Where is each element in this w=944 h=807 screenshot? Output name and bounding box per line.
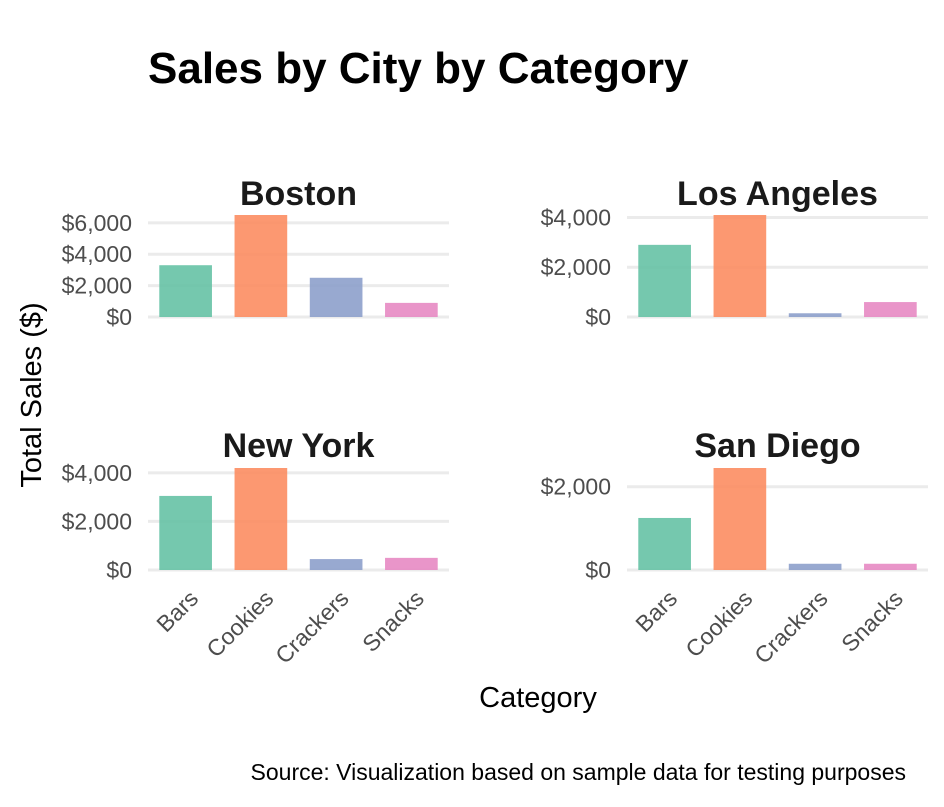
y-tick-label: $6,000: [62, 210, 132, 236]
facet-title: Los Angeles: [677, 175, 878, 213]
y-tick-label: $0: [106, 304, 132, 330]
bar-san-diego-snacks: [864, 563, 917, 570]
bar-boston-snacks: [385, 302, 438, 317]
bar-san-diego-cookies: [713, 468, 767, 570]
y-tick-label: $2,000: [62, 273, 132, 299]
bar-los-angeles-cookies: [713, 215, 767, 317]
x-tick-label: Bars: [630, 585, 682, 637]
bar-los-angeles-snacks: [864, 302, 917, 317]
facet-panel-new-york: New York $0 $2,000 $4,000 BarsCookiesCracker…: [62, 427, 449, 669]
x-tick-label: Snacks: [357, 585, 429, 657]
bar-boston-bars: [159, 265, 212, 317]
facet-panel-boston: Boston $0 $2,000 $4,000 $6,000: [62, 175, 449, 330]
facet-panel-los-angeles: Los Angeles $0 $2,000 $4,000: [541, 175, 928, 330]
y-tick-label: $0: [585, 557, 611, 583]
chart-caption: Source: Visualization based on sample da…: [251, 759, 906, 785]
facet-title: Boston: [240, 175, 357, 213]
chart-title: Sales by City by Category: [148, 44, 689, 93]
y-tick-label: $2,000: [541, 474, 611, 500]
x-tick-label: Snacks: [836, 585, 908, 657]
y-axis-label: Total Sales ($): [16, 302, 48, 487]
bar-san-diego-crackers: [788, 563, 842, 570]
y-tick-label: $4,000: [541, 204, 611, 230]
bar-boston-crackers: [309, 277, 363, 317]
x-tick-label: Cookies: [201, 585, 278, 662]
x-tick-label: Crackers: [749, 585, 832, 668]
bar-san-diego-bars: [638, 517, 691, 570]
x-axis-label: Category: [479, 682, 597, 714]
y-tick-label: $2,000: [541, 254, 611, 280]
y-tick-label: $4,000: [62, 460, 132, 486]
bar-new-york-crackers: [309, 559, 363, 570]
x-tick-label: Crackers: [270, 585, 353, 668]
y-tick-label: $2,000: [62, 508, 132, 534]
bar-los-angeles-crackers: [788, 313, 842, 317]
y-tick-label: $4,000: [62, 241, 132, 267]
bar-new-york-snacks: [385, 557, 438, 570]
facet-title: New York: [223, 427, 375, 465]
facet-title: San Diego: [694, 427, 860, 465]
y-tick-label: $0: [106, 557, 132, 583]
bar-new-york-cookies: [234, 468, 288, 570]
x-tick-label: Cookies: [680, 585, 757, 662]
bar-boston-cookies: [234, 215, 288, 317]
bar-new-york-bars: [159, 495, 212, 570]
x-tick-label: Bars: [151, 585, 203, 637]
y-tick-label: $0: [585, 304, 611, 330]
bar-los-angeles-bars: [638, 244, 691, 317]
